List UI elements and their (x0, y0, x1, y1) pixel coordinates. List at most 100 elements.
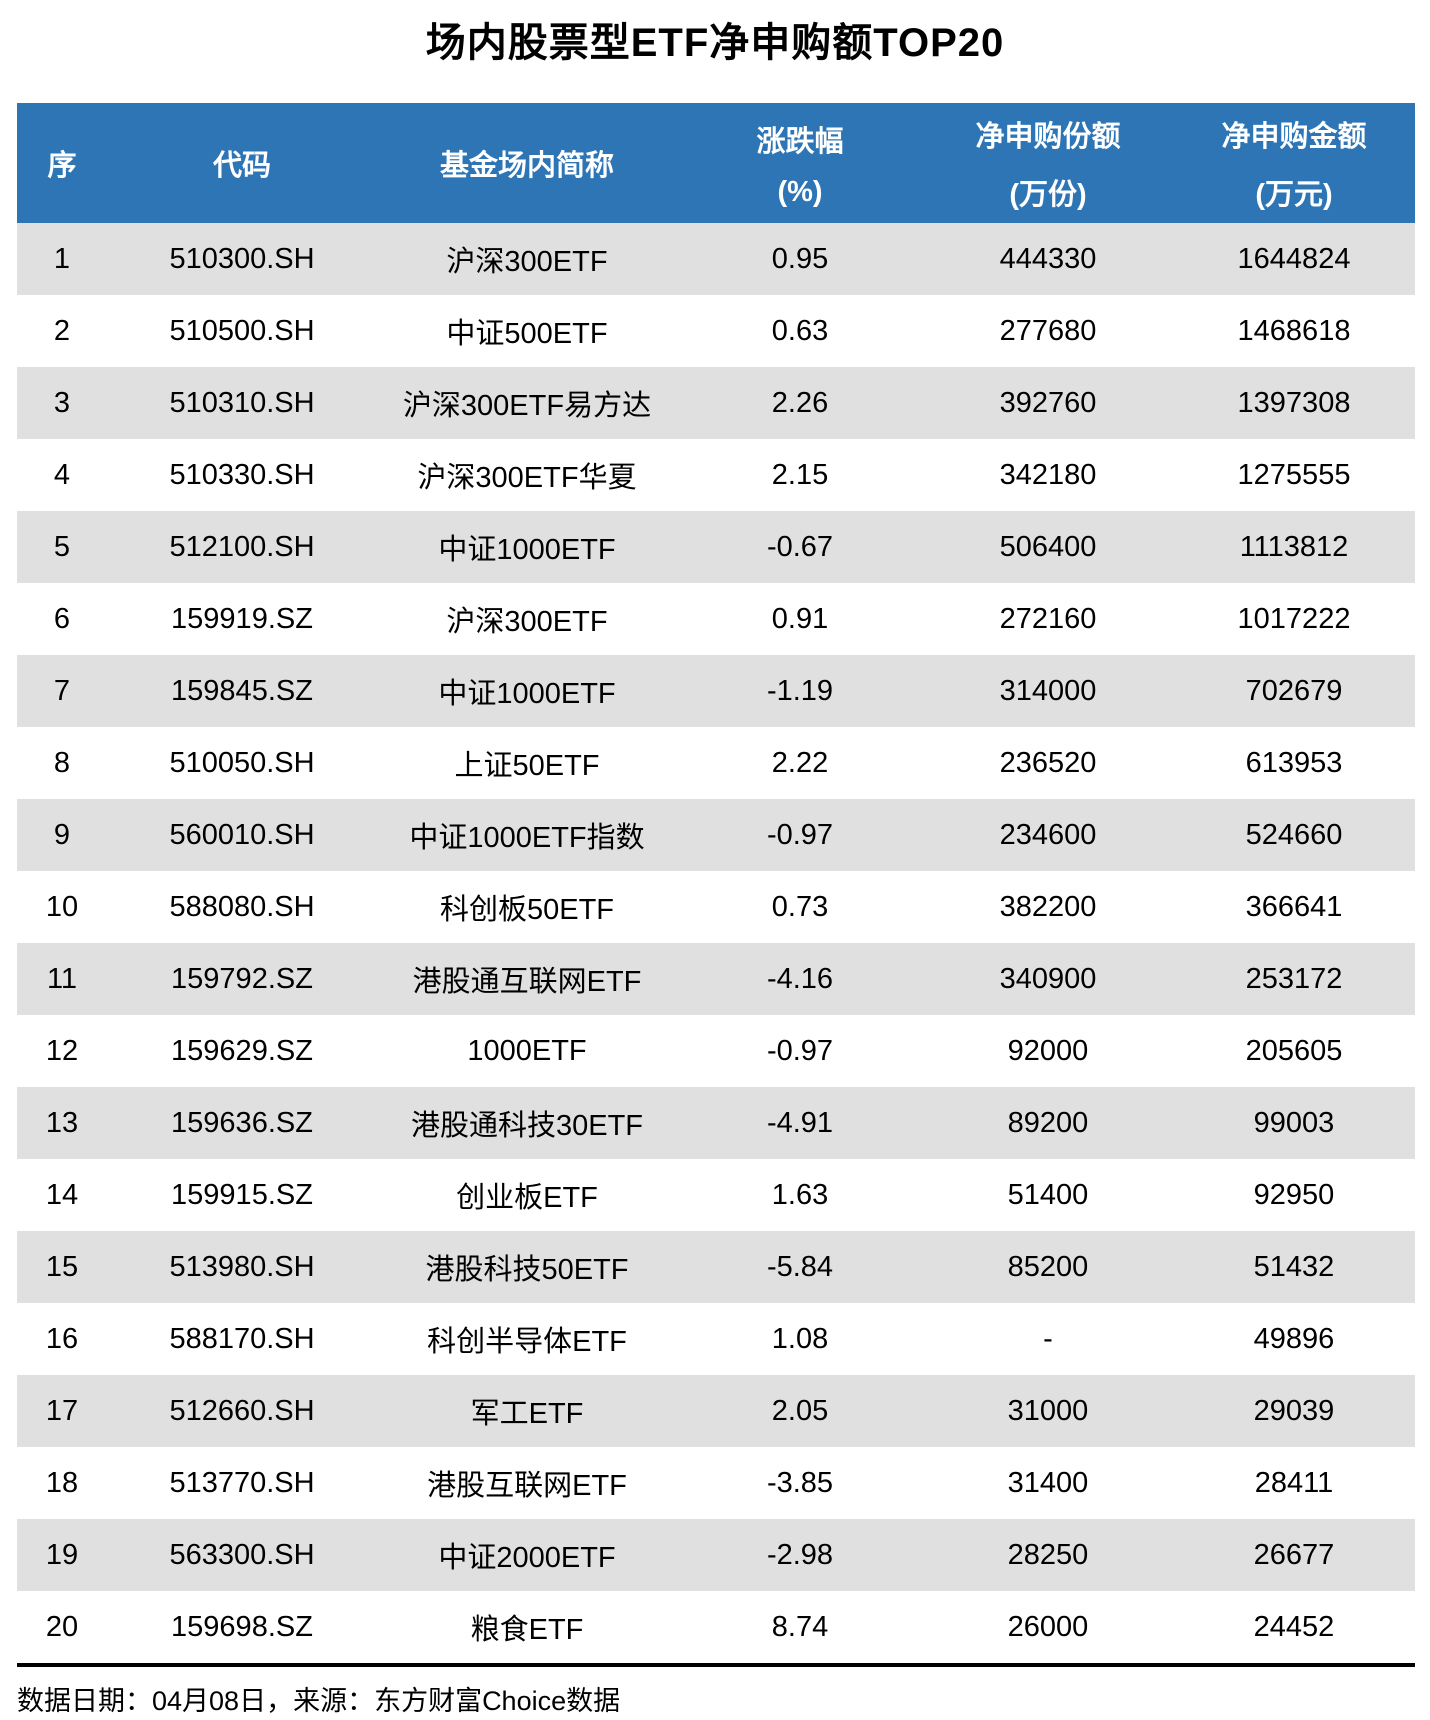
table-cell: 12 (17, 1015, 107, 1087)
table-cell: 中证500ETF (377, 295, 677, 367)
table-cell: 26677 (1173, 1519, 1415, 1591)
table-cell: 159845.SZ (107, 655, 377, 727)
table-cell: 51400 (923, 1159, 1173, 1231)
table-cell: 26000 (923, 1591, 1173, 1663)
table-cell: 205605 (1173, 1015, 1415, 1087)
table-row: 1 510300.SH 沪深300ETF 0.95 444330 1644824 (17, 223, 1415, 295)
table-cell: 1.08 (677, 1303, 923, 1375)
table-cell: 366641 (1173, 871, 1415, 943)
table-cell: 10 (17, 871, 107, 943)
table-cell: 1275555 (1173, 439, 1415, 511)
table-cell: 560010.SH (107, 799, 377, 871)
table-cell: -3.85 (677, 1447, 923, 1519)
table-cell: 392760 (923, 367, 1173, 439)
column-header-label: 代码 (212, 150, 271, 182)
footer-divider-line (17, 1663, 1415, 1667)
table-cell: 159629.SZ (107, 1015, 377, 1087)
column-header-3: 涨跌幅 (%) (677, 103, 923, 223)
table-cell: 31400 (923, 1447, 1173, 1519)
table-cell: 272160 (923, 583, 1173, 655)
table-cell: 粮食ETF (377, 1591, 677, 1663)
table-row: 9 560010.SH 中证1000ETF指数 -0.97 234600 524660 (17, 799, 1415, 871)
table-header-row: 序 代码 基金场内简称 涨跌幅 (%) 净申购份额 (万份) 净申购金额 (万元) (17, 103, 1415, 223)
table-row: 2 510500.SH 中证500ETF 0.63 277680 1468618 (17, 295, 1415, 367)
table-cell: 1017222 (1173, 583, 1415, 655)
table-cell: -0.67 (677, 511, 923, 583)
table-cell: 1.63 (677, 1159, 923, 1231)
table-cell: 510050.SH (107, 727, 377, 799)
table-cell: 沪深300ETF (377, 583, 677, 655)
table-row: 6 159919.SZ 沪深300ETF 0.91 272160 1017222 (17, 583, 1415, 655)
table-cell: 234600 (923, 799, 1173, 871)
table-cell: 1468618 (1173, 295, 1415, 367)
table-cell: -4.16 (677, 943, 923, 1015)
table-row: 10 588080.SH 科创板50ETF 0.73 382200 366641 (17, 871, 1415, 943)
table-cell: 1 (17, 223, 107, 295)
table-cell: 2.15 (677, 439, 923, 511)
column-header-4: 净申购份额 (万份) (923, 103, 1173, 223)
table-cell: 6 (17, 583, 107, 655)
table-cell: 0.63 (677, 295, 923, 367)
table-row: 16 588170.SH 科创半导体ETF 1.08-49896 (17, 1303, 1415, 1375)
table-cell: 港股互联网ETF (377, 1447, 677, 1519)
table-cell: 2.05 (677, 1375, 923, 1447)
table-cell: 1000ETF (377, 1015, 677, 1087)
table-cell: 92950 (1173, 1159, 1415, 1231)
table-cell: -0.97 (677, 799, 923, 871)
table-row: 5 512100.SH 中证1000ETF -0.67 506400 1113812 (17, 511, 1415, 583)
table-cell: 510330.SH (107, 439, 377, 511)
table-cell: -4.91 (677, 1087, 923, 1159)
column-header-label: 基金场内简称 (439, 150, 614, 182)
table-cell: 1113812 (1173, 511, 1415, 583)
table-cell: 科创半导体ETF (377, 1303, 677, 1375)
table-cell: 2 (17, 295, 107, 367)
table-cell: -1.19 (677, 655, 923, 727)
table-cell: 军工ETF (377, 1375, 677, 1447)
table-cell: 17 (17, 1375, 107, 1447)
table-cell: 314000 (923, 655, 1173, 727)
table-cell: 沪深300ETF (377, 223, 677, 295)
table-cell: 中证2000ETF (377, 1519, 677, 1591)
table-row: 13 159636.SZ 港股通科技30ETF -4.91 89200 99003 (17, 1087, 1415, 1159)
table-cell: 科创板50ETF (377, 871, 677, 943)
table-cell: 513770.SH (107, 1447, 377, 1519)
table-row: 19 563300.SH 中证2000ETF -2.98 28250 26677 (17, 1519, 1415, 1591)
table-body: 1 510300.SH 沪深300ETF 0.95 444330 1644824 2 5105… (17, 223, 1415, 1663)
column-header-label: 净申购份额 (975, 121, 1121, 153)
column-header-unit: (万元) (1255, 179, 1333, 211)
table-cell: 28250 (923, 1519, 1173, 1591)
table-cell: 277680 (923, 295, 1173, 367)
table-row: 12 159629.SZ 1000ETF -0.97 92000 205605 (17, 1015, 1415, 1087)
table-row: 15 513980.SH 港股科技50ETF -5.84 85200 51432 (17, 1231, 1415, 1303)
table-cell: 159792.SZ (107, 943, 377, 1015)
table-cell: 9 (17, 799, 107, 871)
table-cell: 444330 (923, 223, 1173, 295)
table-cell: 4 (17, 439, 107, 511)
etf-table-container: 序代码 基金场内简称 涨跌幅 (%) 净申购份额 (万份) 净申购金额 (万元) 1 51030… (17, 103, 1415, 1663)
table-cell: 159915.SZ (107, 1159, 377, 1231)
table-cell: 沪深300ETF华夏 (377, 439, 677, 511)
table-header: 序 代码 基金场内简称 涨跌幅 (%) 净申购份额 (万份) 净申购金额 (万元) (17, 103, 1415, 223)
table-cell: 159698.SZ (107, 1591, 377, 1663)
table-cell: 中证1000ETF (377, 511, 677, 583)
column-header-2: 基金场内简称 (377, 103, 677, 223)
table-cell: 159919.SZ (107, 583, 377, 655)
table-cell: 513980.SH (107, 1231, 377, 1303)
table-cell: 18 (17, 1447, 107, 1519)
table-cell: 3 (17, 367, 107, 439)
table-cell: 92000 (923, 1015, 1173, 1087)
table-cell: 0.91 (677, 583, 923, 655)
table-row: 4 510330.SH 沪深300ETF华夏 2.15 342180 1275555 (17, 439, 1415, 511)
table-cell: 港股科技50ETF (377, 1231, 677, 1303)
table-cell: 沪深300ETF易方达 (377, 367, 677, 439)
table-cell: 24452 (1173, 1591, 1415, 1663)
column-header-5: 净申购金额 (万元) (1173, 103, 1415, 223)
table-cell: 51432 (1173, 1231, 1415, 1303)
table-cell: 29039 (1173, 1375, 1415, 1447)
table-cell: 1644824 (1173, 223, 1415, 295)
column-header-label: 净申购金额 (1221, 121, 1367, 153)
table-cell: 524660 (1173, 799, 1415, 871)
table-cell: 1397308 (1173, 367, 1415, 439)
table-cell: 506400 (923, 511, 1173, 583)
table-cell: 510310.SH (107, 367, 377, 439)
